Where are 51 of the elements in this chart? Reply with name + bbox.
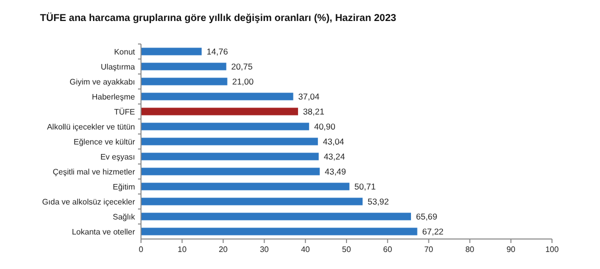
x-tick-label: 40 bbox=[300, 245, 310, 254]
x-tick-label: 20 bbox=[218, 245, 228, 254]
x-tick-label: 80 bbox=[465, 245, 475, 254]
bar bbox=[141, 168, 320, 176]
chart-title: TÜFE ana harcama gruplarına göre yıllık değişim oranları (%), Haziran 2023 bbox=[40, 12, 397, 24]
bar bbox=[141, 62, 226, 70]
x-tick-label: 60 bbox=[383, 245, 393, 254]
y-tick-label: Çeşitli mal ve hizmetler bbox=[52, 167, 136, 176]
y-tick-label: Sağlık bbox=[112, 212, 136, 222]
data-label: 20,75 bbox=[231, 61, 253, 72]
bar bbox=[141, 92, 294, 100]
data-label: 14,76 bbox=[206, 46, 228, 56]
data-label: 37,04 bbox=[298, 91, 320, 102]
x-tick-label: 0 bbox=[138, 245, 144, 254]
data-label: 43,24 bbox=[324, 151, 346, 162]
bar bbox=[141, 78, 228, 86]
y-tick-label: Eğlence ve kültür bbox=[74, 137, 136, 146]
x-tick-label: 70 bbox=[424, 245, 434, 254]
y-tick-label: Giyim ve ayakkabı bbox=[70, 77, 135, 86]
bar bbox=[141, 48, 202, 56]
data-label: 50,71 bbox=[354, 181, 376, 192]
y-tick-label: Eğitim bbox=[112, 182, 136, 192]
bar bbox=[141, 212, 411, 220]
y-tick-label: Ulaştırma bbox=[100, 62, 136, 72]
x-tick-label: 10 bbox=[178, 245, 188, 254]
data-label: 53,92 bbox=[368, 196, 390, 206]
bar bbox=[141, 198, 363, 206]
data-label: 38,21 bbox=[303, 106, 325, 116]
data-label: 43,49 bbox=[324, 166, 346, 176]
y-tick-label: Gıda ve alkolsüz içecekler bbox=[42, 197, 136, 206]
x-tick-label: 90 bbox=[506, 245, 516, 254]
y-tick-label: Lokanta ve oteller bbox=[72, 227, 136, 236]
bar bbox=[141, 152, 319, 160]
x-tick-label: 50 bbox=[342, 245, 352, 254]
x-tick-label: 30 bbox=[260, 245, 270, 254]
data-label: 65,69 bbox=[416, 211, 438, 222]
bar bbox=[141, 182, 350, 190]
bar bbox=[141, 228, 418, 236]
bar bbox=[141, 138, 318, 146]
y-tick-label: Alkollü içecekler ve tütün bbox=[46, 122, 135, 132]
data-label: 43,04 bbox=[322, 136, 344, 146]
data-label: 40,90 bbox=[314, 121, 336, 132]
x-tick-label: 100 bbox=[545, 245, 560, 254]
bar bbox=[141, 108, 298, 116]
y-tick-label: Konut bbox=[114, 47, 136, 56]
data-label: 67,22 bbox=[422, 226, 444, 236]
data-label: 21,00 bbox=[232, 76, 254, 86]
y-tick-label: Ev eşyası bbox=[100, 152, 135, 162]
bar bbox=[141, 122, 310, 130]
y-tick-label: Haberleşme bbox=[92, 92, 136, 102]
y-tick-label: TÜFE bbox=[114, 107, 135, 116]
